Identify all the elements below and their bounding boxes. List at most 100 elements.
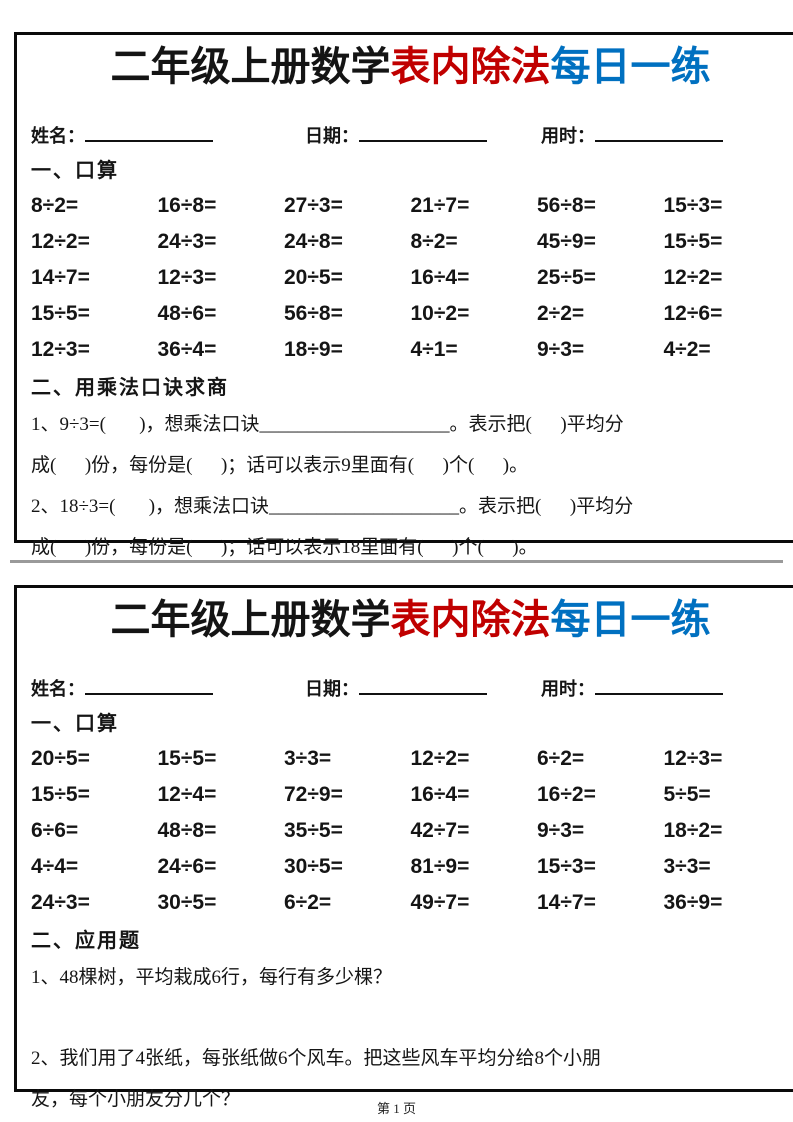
panel-divider — [10, 560, 783, 563]
oral-problem: 15÷3= — [537, 854, 596, 878]
oral-problem: 12÷3= — [31, 337, 90, 361]
question-block: 1、9÷3=( )，想乘法口诀____________________。表示把(… — [31, 404, 790, 486]
oral-problem: 24÷3= — [31, 890, 90, 914]
oral-problem: 4÷2= — [663, 337, 711, 361]
date-field: 日期： — [305, 673, 541, 704]
oral-problem: 9÷3= — [537, 818, 585, 842]
oral-problem: 15÷5= — [31, 301, 90, 325]
oral-problem: 12÷2= — [31, 229, 90, 253]
oral-problem: 36÷4= — [157, 337, 217, 361]
word-problems-heading: 二、应用题 — [31, 929, 141, 952]
oral-problem: 24÷3= — [157, 229, 217, 253]
oral-problem: 4÷4= — [31, 854, 79, 878]
oral-problem: 16÷4= — [410, 265, 470, 289]
question-block: 1、48棵树，平均栽成6行，每行有多少棵？ — [31, 957, 790, 998]
header-fields: 姓名： 日期： 用时： — [31, 120, 790, 151]
oral-problem: 42÷7= — [410, 818, 470, 842]
title-grade-part: 二年级上册数学 — [110, 598, 391, 642]
name-blank — [85, 120, 213, 142]
title-grade-part: 二年级上册数学 — [110, 45, 391, 89]
time-label: 用时： — [541, 125, 595, 146]
name-label: 姓名： — [31, 125, 85, 146]
name-blank — [85, 673, 213, 695]
oral-problem: 48÷6= — [157, 301, 217, 325]
name-field: 姓名： — [31, 120, 305, 151]
oral-problem: 8÷2= — [31, 193, 79, 217]
oral-problem: 24÷6= — [157, 854, 217, 878]
oral-problem: 12÷2= — [410, 746, 470, 770]
word-problems: 1、48棵树，平均栽成6行，每行有多少棵？ 2、我们用了4张纸，每张纸做6个风车… — [31, 957, 790, 1120]
question-block: 2、18÷3=( )，想乘法口诀____________________。表示把… — [31, 486, 790, 568]
date-label: 日期： — [305, 125, 359, 146]
oral-problem: 4÷1= — [410, 337, 458, 361]
time-blank — [595, 673, 723, 695]
oral-problem: 6÷2= — [537, 746, 585, 770]
time-blank — [595, 120, 723, 142]
oral-problem: 27÷3= — [284, 193, 343, 217]
oral-problem: 16÷2= — [537, 782, 596, 806]
oral-problem: 8÷2= — [410, 229, 458, 253]
worksheet-panel-1: 二年级上册数学表内除法每日一练 姓名： 日期： 用时： 一、口算 8÷2= 16÷… — [14, 32, 793, 558]
oral-problem: 24÷8= — [284, 229, 343, 253]
date-blank — [359, 120, 487, 142]
title-daily-part: 每日一练 — [550, 598, 711, 642]
question-line: 2、我们用了4张纸，每张纸做6个风车。把这些风车平均分给8个小朋 — [31, 1047, 602, 1069]
oral-problem: 15÷5= — [157, 746, 217, 770]
name-field: 姓名： — [31, 673, 305, 704]
oral-problem: 49÷7= — [410, 890, 470, 914]
quiz-questions: 1、9÷3=( )，想乘法口诀____________________。表示把(… — [31, 404, 790, 568]
oral-problem: 15÷5= — [663, 229, 723, 253]
oral-problem-grid: 8÷2= 16÷8= 27÷3= 21÷7= 56÷8= 15÷3= 12÷2= 24÷3= 2… — [31, 188, 790, 368]
date-field: 日期： — [305, 120, 541, 151]
oral-problem: 14÷7= — [31, 265, 90, 289]
question-line: 成( )份，每份是( )；话可以表示9里面有( )个( )。 — [31, 454, 529, 476]
oral-problem: 56÷8= — [284, 301, 343, 325]
oral-problem: 36÷9= — [663, 890, 723, 914]
oral-problem: 56÷8= — [537, 193, 596, 217]
oral-problem: 3÷3= — [663, 854, 711, 878]
date-blank — [359, 673, 487, 695]
oral-problem: 18÷9= — [284, 337, 343, 361]
oral-problem: 12÷3= — [157, 265, 217, 289]
time-field: 用时： — [541, 673, 790, 704]
oral-problem: 20÷5= — [31, 746, 90, 770]
question-line: 2、18÷3=( )，想乘法口诀____________________。表示把… — [31, 495, 634, 517]
oral-problem: 9÷3= — [537, 337, 585, 361]
oral-problem: 12÷4= — [157, 782, 217, 806]
oral-problem: 20÷5= — [284, 265, 343, 289]
oral-problem: 16÷4= — [410, 782, 470, 806]
oral-problem: 18÷2= — [663, 818, 723, 842]
question-block: 2、我们用了4张纸，每张纸做6个风车。把这些风车平均分给8个小朋 友，每个小朋友分… — [31, 1038, 790, 1120]
oral-problem: 2÷2= — [537, 301, 585, 325]
time-field: 用时： — [541, 120, 790, 151]
title-daily-part: 每日一练 — [550, 45, 711, 89]
quiz-section-heading: 二、用乘法口诀求商 — [31, 376, 229, 399]
oral-problem: 30÷5= — [284, 854, 343, 878]
oral-problem: 45÷9= — [537, 229, 596, 253]
oral-section-heading: 一、口算 — [31, 712, 119, 735]
oral-problem: 10÷2= — [410, 301, 470, 325]
oral-problem: 6÷6= — [31, 818, 79, 842]
oral-problem: 14÷7= — [537, 890, 596, 914]
oral-problem: 12÷2= — [663, 265, 723, 289]
oral-section-heading: 一、口算 — [31, 159, 119, 182]
oral-problem: 48÷8= — [157, 818, 217, 842]
oral-problem: 12÷3= — [663, 746, 723, 770]
worksheet-title: 二年级上册数学表内除法每日一练 — [31, 594, 790, 646]
title-topic-part: 表内除法 — [390, 45, 551, 89]
question-line: 成( )份，每份是( )；话可以表示18里面有( )个( )。 — [31, 536, 538, 558]
oral-problem: 30÷5= — [157, 890, 217, 914]
oral-problem: 15÷3= — [663, 193, 723, 217]
header-fields: 姓名： 日期： 用时： — [31, 673, 790, 704]
oral-problem: 12÷6= — [663, 301, 723, 325]
oral-problem-grid: 20÷5= 15÷5= 3÷3= 12÷2= 6÷2= 12÷3= 15÷5= 12÷4= 72… — [31, 741, 790, 921]
oral-problem: 25÷5= — [537, 265, 596, 289]
oral-problem: 3÷3= — [284, 746, 332, 770]
oral-problem: 16÷8= — [157, 193, 217, 217]
worksheet-title: 二年级上册数学表内除法每日一练 — [31, 41, 790, 93]
page-number-footer: 第 1 页 — [376, 1101, 416, 1116]
question-line: 1、9÷3=( )，想乘法口诀____________________。表示把(… — [31, 413, 624, 435]
worksheet-panel-2: 二年级上册数学表内除法每日一练 姓名： 日期： 用时： 一、口算 20÷5= 15… — [14, 585, 793, 1110]
oral-problem: 6÷2= — [284, 890, 332, 914]
oral-problem: 35÷5= — [284, 818, 343, 842]
